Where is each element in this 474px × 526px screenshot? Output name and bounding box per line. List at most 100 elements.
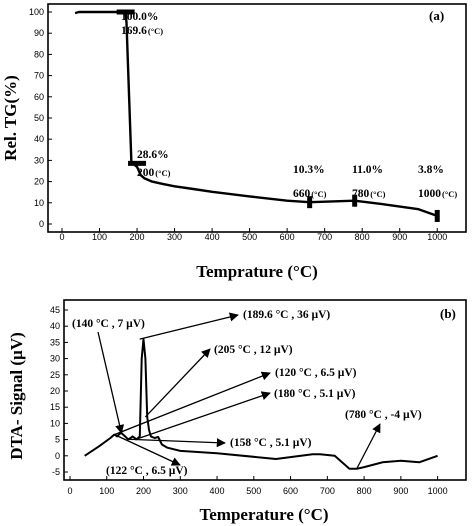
panel-b-x-tick-label: 0: [67, 486, 72, 496]
panel-a-y-axis-title: Rel. TG(%): [1, 75, 20, 161]
panel-a-x-tick-label: 800: [355, 232, 370, 242]
panel-a-ticks: 0 100 200 300 400 500 600 700 800 900 1000 0 10 20 30 4…: [29, 7, 447, 242]
panel-a-y-tick-label: 80: [34, 49, 44, 59]
panel-a-x-tick-label: 900: [392, 232, 407, 242]
panel-b-annotation-arrow: [97, 331, 125, 435]
panel-a-annotation-temp-unit: (°C): [311, 189, 326, 199]
panel-b-annotation-label: (205 °C , 12 µV): [214, 344, 293, 356]
panel-a-annotation-value: 10.3%: [293, 164, 325, 176]
panel-a-annotation-temp-number: 200: [137, 167, 155, 179]
panel-a-series-line: [74, 10, 438, 218]
panel-b-y-tick-label: 25: [50, 370, 60, 380]
panel-a-y-tick-label: 100: [29, 7, 44, 17]
panel-a-annotation-temp-unit: (°C): [148, 26, 163, 36]
panel-b-annotation-label: (122 °C , 6.5 µV): [106, 465, 188, 477]
panel-a-annotation-value: 11.0%: [352, 164, 383, 176]
panel-a-annotation-temp-unit: (°C): [370, 189, 385, 199]
panel-b-annotation-label: (189.6 °C , 36 µV): [243, 309, 330, 321]
panel-a-y-tick-label: 50: [34, 113, 44, 123]
panel-a-annotation-temp: 1000(°C): [418, 188, 457, 200]
panel-a-y-tick-label: 20: [34, 177, 44, 187]
panel-a-y-tick-label: 30: [34, 155, 44, 165]
panel-b-x-axis-title: Temperature (°C): [199, 505, 328, 524]
panel-a-x-tick-label: 100: [92, 232, 107, 242]
panel-b-annotations: (140 °C , 7 µV) (189.6 °C , 36 µV) (205 °C…: [72, 309, 422, 477]
panel-b-annotation-arrow: [128, 438, 226, 448]
panel-b-annotation-label: (158 °C , 5.1 µV): [230, 437, 312, 449]
panel-b-x-tick-label: 600: [283, 486, 298, 496]
panel-a-x-tick-label: 300: [167, 232, 182, 242]
panel-b-annotation-label: (180 °C , 5.1 µV): [274, 388, 356, 400]
panel-a-x-tick-label: 0: [59, 232, 64, 242]
panel-b-x-tick-label: 100: [99, 486, 114, 496]
panel-b-x-tick-label: 500: [246, 486, 261, 496]
panel-a-annotations: 100.0%169.6(°C)28.6%200(°C) 10.3%660(°C)1…: [116, 9, 457, 222]
panel-b-x-tick-label: 900: [393, 486, 408, 496]
panel-b-y-tick-label: 30: [50, 354, 60, 364]
panel-a-y-tick-label: 90: [34, 28, 44, 38]
panel-a-x-axis-title: Temprature (°C): [196, 262, 318, 281]
panel-b-y-tick-label: -5: [52, 467, 60, 477]
panel-a-annotation-value: 28.6%: [137, 149, 169, 161]
panel-b-annotation-arrow: [356, 423, 381, 470]
panel-b-x-tick-label: 800: [357, 486, 372, 496]
panel-a-x-tick-label: 200: [130, 232, 145, 242]
panel-b-annotation-arrow: [113, 371, 271, 436]
panel-b-y-tick-label: 35: [50, 337, 60, 347]
panel-b-annotation-arrow: [114, 434, 181, 466]
panel-a-x-tick-label: 700: [317, 232, 332, 242]
panel-b-y-tick-label: 15: [50, 402, 60, 412]
panel-a-annotation-marker: [128, 160, 147, 166]
panel-a-annotation-temp: 780(°C): [352, 188, 386, 200]
panel-a-annotation-value: 3.8%: [418, 164, 444, 176]
panel-b-y-tick-label: 5: [55, 435, 60, 445]
panel-a-y-tick-label: 70: [34, 71, 44, 81]
panel-b-series-line: [84, 338, 438, 470]
panel-b-x-tick-label: 300: [173, 486, 188, 496]
panel-b-y-axis-title: DTA- Signal (µV): [7, 332, 26, 460]
panel-a-annotation-temp-number: 1000: [418, 188, 441, 200]
panel-b-y-tick-label: 20: [50, 386, 60, 396]
panel-a-y-tick-label: 10: [34, 198, 44, 208]
panel-a-y-tick-label: 40: [34, 134, 44, 144]
panel-b-x-tick-label: 200: [136, 486, 151, 496]
panel-a-series: [74, 10, 438, 218]
panel-a-annotation-marker: [116, 9, 135, 15]
panel-a-annotation-temp-unit: (°C): [442, 189, 457, 199]
panel-a-label: (a): [429, 8, 444, 23]
panel-b-annotation-arrow: [144, 348, 211, 418]
panel-a-x-tick-label: 500: [242, 232, 257, 242]
panel-b-label: (b): [440, 306, 456, 321]
panel-b-x-tick-label: 1000: [428, 486, 448, 496]
panel-a-x-tick-label: 1000: [427, 232, 447, 242]
panel-b-y-tick-label: 45: [50, 305, 60, 315]
panel-a-annotation-marker: [352, 194, 358, 207]
panel-a-annotation-temp-number: 660: [293, 188, 311, 200]
panel-a-x-tick-label: 600: [280, 232, 295, 242]
panel-a-annotation-temp: 169.6(°C): [121, 25, 163, 37]
panel-a-annotation-marker: [434, 209, 440, 222]
panel-a-annotation-temp: 200(°C): [137, 167, 171, 179]
panel-b-annotation-arrow: [135, 391, 271, 440]
panel-a-x-tick-label: 400: [205, 232, 220, 242]
panel-b-y-tick-label: 40: [50, 321, 60, 331]
panel-a-y-tick-label: 60: [34, 92, 44, 102]
panel-a-annotation-temp: 660(°C): [293, 188, 327, 200]
panel-b-annotation-label: (780 °C , -4 µV): [345, 409, 422, 421]
panel-b-x-tick-label: 700: [320, 486, 335, 496]
panel-a-annotation-temp-number: 780: [352, 188, 370, 200]
panel-b-y-tick-label: 10: [50, 418, 60, 428]
panel-a-annotation-marker: [307, 196, 313, 209]
panel-b-plot-frame: [63, 299, 467, 481]
panel-b-annotation-arrow: [139, 312, 239, 340]
panel-b-y-tick-label: 0: [55, 451, 60, 461]
panel-a-annotation-value: 100.0%: [121, 11, 158, 23]
panel-a-annotation-temp-unit: (°C): [155, 168, 170, 178]
panel-b-series: [84, 338, 438, 470]
panel-b-x-tick-label: 400: [210, 486, 225, 496]
panel-b-annotation-label: (120 °C , 6.5 µV): [275, 367, 357, 379]
panel-b-annotation-label: (140 °C , 7 µV): [72, 318, 145, 330]
panel-a-annotation-temp-number: 169.6: [121, 25, 147, 37]
